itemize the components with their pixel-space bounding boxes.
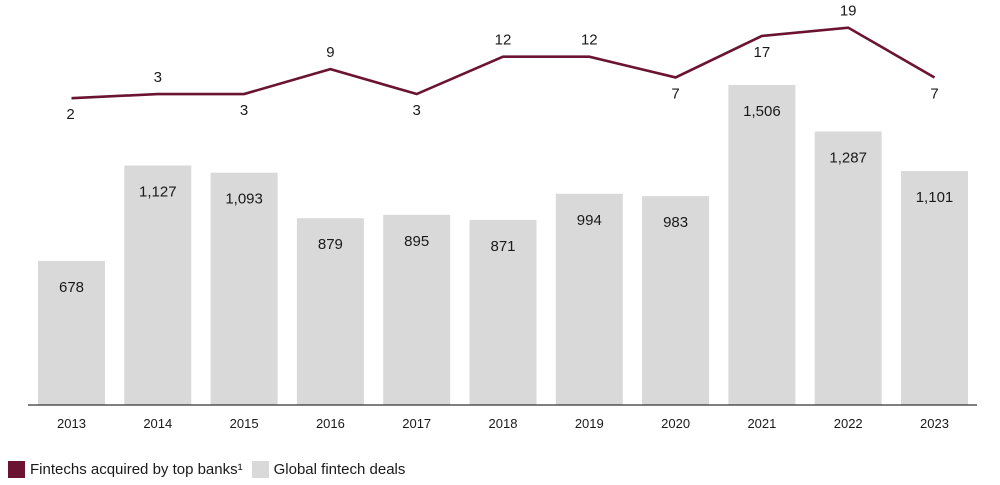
bar-2021	[728, 84, 796, 405]
line-value-label-2015: 3	[240, 102, 248, 119]
x-tick-label-2016: 2016	[316, 416, 345, 431]
x-tick-label-2018: 2018	[489, 416, 518, 431]
bar-2019	[555, 193, 623, 405]
bar-2017	[383, 214, 451, 405]
x-tick-label-2019: 2019	[575, 416, 604, 431]
bar-value-label-2021: 1,506	[743, 103, 781, 120]
line-value-label-2020: 7	[671, 85, 679, 102]
line-value-label-2023: 7	[930, 85, 938, 102]
legend-item-deals: Global fintech deals	[251, 461, 406, 478]
bar-value-label-2023: 1,101	[916, 189, 954, 206]
line-value-label-2019: 12	[581, 32, 598, 49]
line-value-label-2017: 3	[413, 102, 421, 119]
x-tick-label-2017: 2017	[402, 416, 431, 431]
bar-2014	[124, 165, 192, 405]
bar-2016	[296, 218, 364, 405]
bar-value-label-2014: 1,127	[139, 184, 177, 201]
bar-2023	[901, 171, 968, 405]
bar-value-label-2022: 1,287	[829, 150, 867, 167]
line-value-label-2016: 9	[326, 44, 334, 61]
bar-value-label-2017: 895	[404, 233, 429, 250]
line-value-label-2013: 2	[66, 106, 74, 123]
bar-value-label-2016: 879	[318, 236, 343, 253]
x-tick-label-2023: 2023	[920, 416, 949, 431]
bar-value-label-2019: 994	[577, 212, 602, 229]
line-value-label-2022: 19	[840, 3, 857, 20]
bar-value-label-2018: 871	[490, 238, 515, 255]
chart: 678 1,127 1,093 879 895 871 994 983 1,506 1,287 1,…	[28, 3, 977, 431]
x-tick-label-2015: 2015	[230, 416, 259, 431]
legend-label-acquisitions: Fintechs acquired by top banks¹	[30, 461, 243, 478]
x-tick-label-2020: 2020	[661, 416, 690, 431]
x-tick-label-2014: 2014	[143, 416, 172, 431]
legend-label-deals: Global fintech deals	[273, 461, 406, 478]
line-value-label-2018: 12	[495, 32, 512, 49]
x-tick-label-2022: 2022	[834, 416, 863, 431]
line-value-label-2021: 17	[754, 44, 771, 61]
bar-2018	[469, 219, 537, 405]
bar-2020	[642, 196, 710, 405]
x-tick-label-2021: 2021	[747, 416, 776, 431]
bar-series: 678 1,127 1,093 879 895 871 994 983 1,506 1,287 1,…	[38, 84, 968, 405]
bar-2022	[814, 131, 882, 405]
bar-value-label-2013: 678	[59, 279, 84, 296]
bar-value-label-2020: 983	[663, 214, 688, 231]
bar-2015	[210, 172, 278, 405]
bar-value-label-2015: 1,093	[225, 191, 263, 208]
x-axis: 2013 2014 2015 2016 2017 2018 2019 2020 2021 2022…	[57, 416, 949, 431]
bar-2013	[38, 260, 105, 405]
legend-swatch-acquisitions	[8, 461, 25, 478]
line-value-label-2014: 3	[154, 69, 162, 86]
x-tick-label-2013: 2013	[57, 416, 86, 431]
legend: Fintechs acquired by top banks¹ Global f…	[8, 461, 414, 478]
legend-swatch-deals	[251, 461, 269, 478]
line-series: 2 3 3 9 3 12 12 7 17 19 7	[66, 3, 938, 124]
legend-item-acquisitions: Fintechs acquired by top banks¹	[8, 461, 243, 478]
